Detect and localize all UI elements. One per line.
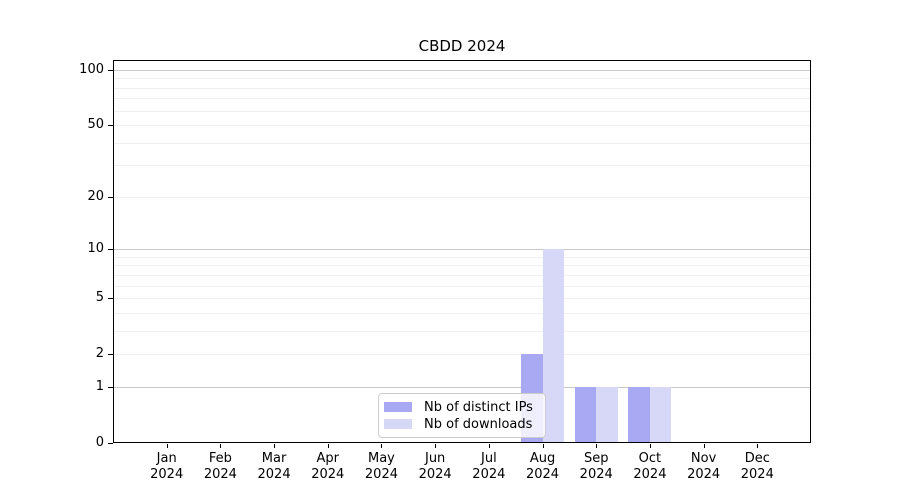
y-tick-label: 10 — [87, 241, 104, 257]
gridline-minor — [114, 142, 810, 144]
gridline-major — [114, 249, 810, 251]
x-tick-mark — [596, 444, 598, 448]
x-tick-label-nov: Nov 2024 — [687, 451, 721, 482]
gridline-minor — [114, 87, 810, 89]
x-tick-mark — [220, 444, 222, 448]
y-tick-mark — [108, 249, 113, 251]
x-tick-label-feb: Feb 2024 — [203, 451, 237, 482]
x-tick-label-aug: Aug 2024 — [525, 451, 560, 482]
x-tick-mark — [542, 444, 544, 448]
x-tick-label-mar: Mar 2024 — [257, 451, 291, 482]
y-tick-label: 2 — [95, 346, 104, 362]
y-tick-mark — [108, 386, 113, 388]
x-tick-label-dec: Dec 2024 — [740, 451, 774, 482]
gridline-minor — [114, 274, 810, 276]
bar-sep-distinct-ips — [574, 386, 597, 442]
legend-label: Nb of distinct IPs — [424, 399, 533, 415]
gridline-minor — [114, 312, 810, 314]
gridline-minor — [114, 330, 810, 332]
gridline-minor — [114, 78, 810, 80]
chart-title: CBDD 2024 — [418, 37, 506, 55]
y-tick-mark — [108, 443, 113, 444]
x-tick-label-jan: Jan 2024 — [150, 451, 184, 482]
bar-oct-distinct-ips — [628, 386, 650, 442]
x-tick-label-sep: Sep 2024 — [579, 451, 613, 482]
gridline-minor — [114, 98, 810, 100]
bar-sep-downloads — [596, 386, 618, 442]
x-tick-label-jun: Jun 2024 — [418, 451, 452, 482]
legend-swatch-distinct-ips-icon — [384, 402, 412, 412]
legend-swatch-downloads-icon — [384, 419, 412, 429]
gridline-minor — [114, 285, 810, 287]
bar-oct-downloads — [649, 386, 672, 442]
y-tick-mark — [108, 354, 113, 356]
y-tick-label: 50 — [87, 117, 104, 133]
gridline-minor — [114, 256, 810, 258]
x-tick-mark — [274, 444, 276, 448]
legend-item-distinct-ips: Nb of distinct IPs — [384, 399, 537, 415]
legend-label: Nb of downloads — [424, 416, 533, 432]
x-tick-mark — [435, 444, 437, 448]
x-tick-label-apr: Apr 2024 — [311, 451, 345, 482]
gridline-minor — [114, 298, 810, 300]
x-tick-mark — [649, 444, 651, 448]
x-tick-mark — [327, 444, 329, 448]
gridline-minor — [114, 196, 810, 198]
legend: Nb of distinct IPs Nb of downloads — [378, 393, 546, 438]
y-tick-mark — [108, 125, 113, 127]
gridline-minor — [114, 125, 810, 127]
x-tick-mark — [703, 444, 705, 448]
y-tick-label: 1 — [95, 378, 104, 394]
x-tick-mark — [488, 444, 490, 448]
gridline-major — [114, 70, 810, 71]
x-tick-mark — [757, 444, 759, 448]
x-tick-label-may: May 2024 — [364, 451, 398, 482]
gridline-minor — [114, 354, 810, 356]
y-tick-label: 20 — [87, 188, 104, 204]
gridline-major — [114, 386, 810, 388]
legend-item-downloads: Nb of downloads — [384, 416, 537, 432]
y-tick-mark — [108, 298, 113, 300]
x-tick-mark — [166, 444, 168, 448]
bar-aug-downloads — [542, 249, 564, 442]
y-tick-label: 100 — [79, 62, 104, 77]
x-tick-mark — [381, 444, 383, 448]
y-tick-label: 0 — [95, 435, 104, 450]
y-tick-mark — [108, 70, 113, 71]
x-tick-label-jul: Jul 2024 — [472, 451, 506, 482]
gridline-minor — [114, 265, 810, 267]
y-tick-label: 5 — [95, 290, 104, 306]
x-tick-label-oct: Oct 2024 — [633, 451, 667, 482]
gridline-minor — [114, 165, 810, 167]
gridline-minor — [114, 110, 810, 112]
plot-area: Nb of distinct IPs Nb of downloads — [113, 60, 811, 443]
y-tick-mark — [108, 196, 113, 198]
